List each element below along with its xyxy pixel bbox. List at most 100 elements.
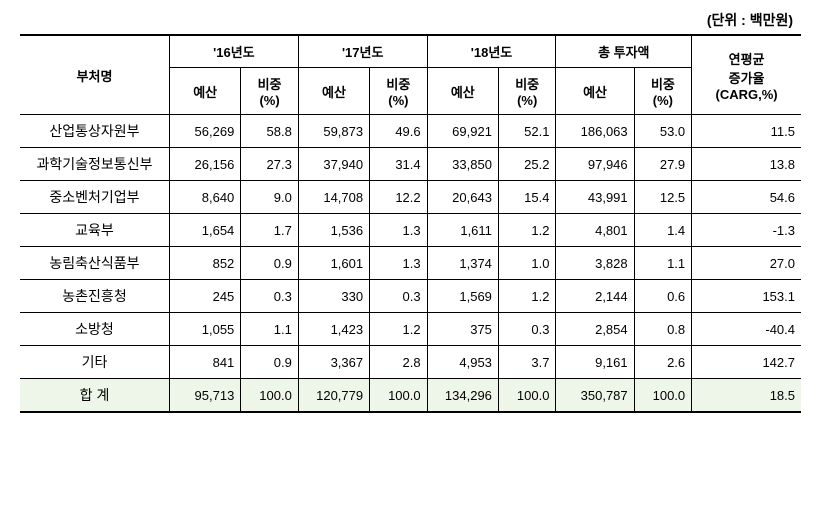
cell-dept: 중소벤처기업부 bbox=[20, 181, 170, 214]
cell-y18-budget: 4,953 bbox=[427, 346, 498, 379]
cell-total-ratio: 12.5 bbox=[634, 181, 692, 214]
ratio-l2: (%) bbox=[517, 93, 537, 108]
cell-carg: -1.3 bbox=[692, 214, 801, 247]
cell-y17-budget: 1,423 bbox=[298, 313, 369, 346]
cell-total-ratio: 53.0 bbox=[634, 115, 692, 148]
cell-y16-budget: 852 bbox=[170, 247, 241, 280]
ratio-l1: 비중 bbox=[515, 77, 539, 92]
cell-y16-ratio: 0.9 bbox=[241, 346, 299, 379]
unit-label: (단위 : 백만원) bbox=[20, 10, 801, 30]
cell-carg: -40.4 bbox=[692, 313, 801, 346]
cell-total-ratio: 100.0 bbox=[634, 379, 692, 413]
cell-total-ratio: 1.4 bbox=[634, 214, 692, 247]
th-y17: '17년도 bbox=[298, 35, 427, 68]
cell-carg: 153.1 bbox=[692, 280, 801, 313]
table-row: 농림축산식품부8520.91,6011.31,3741.03,8281.127.… bbox=[20, 247, 801, 280]
cell-y16-budget: 1,654 bbox=[170, 214, 241, 247]
table-row: 산업통상자원부56,26958.859,87349.669,92152.1186… bbox=[20, 115, 801, 148]
cell-total-budget: 2,854 bbox=[556, 313, 634, 346]
cell-dept: 합 계 bbox=[20, 379, 170, 413]
cell-y17-ratio: 31.4 bbox=[370, 148, 428, 181]
cell-y17-budget: 120,779 bbox=[298, 379, 369, 413]
cell-carg: 18.5 bbox=[692, 379, 801, 413]
cell-total-ratio: 27.9 bbox=[634, 148, 692, 181]
cell-total-ratio: 2.6 bbox=[634, 346, 692, 379]
cell-y17-budget: 1,601 bbox=[298, 247, 369, 280]
cell-y16-ratio: 100.0 bbox=[241, 379, 299, 413]
table-row-total: 합 계95,713100.0120,779100.0134,296100.035… bbox=[20, 379, 801, 413]
cell-carg: 27.0 bbox=[692, 247, 801, 280]
table-row: 과학기술정보통신부26,15627.337,94031.433,85025.29… bbox=[20, 148, 801, 181]
cell-y18-budget: 1,374 bbox=[427, 247, 498, 280]
cell-y18-budget: 20,643 bbox=[427, 181, 498, 214]
ratio-l1: 비중 bbox=[651, 77, 675, 92]
cell-y17-ratio: 49.6 bbox=[370, 115, 428, 148]
cell-y16-budget: 26,156 bbox=[170, 148, 241, 181]
cell-carg: 142.7 bbox=[692, 346, 801, 379]
cell-y18-ratio: 1.2 bbox=[498, 214, 556, 247]
cell-total-ratio: 1.1 bbox=[634, 247, 692, 280]
cell-y16-budget: 841 bbox=[170, 346, 241, 379]
cell-y16-ratio: 1.7 bbox=[241, 214, 299, 247]
cell-y17-budget: 330 bbox=[298, 280, 369, 313]
table-row: 기타8410.93,3672.84,9533.79,1612.6142.7 bbox=[20, 346, 801, 379]
cell-y18-budget: 33,850 bbox=[427, 148, 498, 181]
table-row: 교육부1,6541.71,5361.31,6111.24,8011.4-1.3 bbox=[20, 214, 801, 247]
cell-y16-ratio: 0.3 bbox=[241, 280, 299, 313]
ratio-l2: (%) bbox=[653, 93, 673, 108]
cell-total-budget: 350,787 bbox=[556, 379, 634, 413]
cell-y17-budget: 14,708 bbox=[298, 181, 369, 214]
th-y16-ratio: 비중(%) bbox=[241, 68, 299, 115]
cell-y16-ratio: 27.3 bbox=[241, 148, 299, 181]
cell-y16-ratio: 58.8 bbox=[241, 115, 299, 148]
cell-y16-ratio: 1.1 bbox=[241, 313, 299, 346]
cell-y17-budget: 1,536 bbox=[298, 214, 369, 247]
cell-y16-ratio: 9.0 bbox=[241, 181, 299, 214]
cell-y16-budget: 1,055 bbox=[170, 313, 241, 346]
ratio-l2: (%) bbox=[259, 93, 279, 108]
cell-y18-ratio: 3.7 bbox=[498, 346, 556, 379]
cell-y17-budget: 37,940 bbox=[298, 148, 369, 181]
th-y18-budget: 예산 bbox=[427, 68, 498, 115]
th-y18: '18년도 bbox=[427, 35, 556, 68]
cell-y18-ratio: 52.1 bbox=[498, 115, 556, 148]
cell-dept: 산업통상자원부 bbox=[20, 115, 170, 148]
th-carg-l2: 증가율 bbox=[729, 71, 765, 86]
cell-dept: 교육부 bbox=[20, 214, 170, 247]
th-total-ratio: 비중(%) bbox=[634, 68, 692, 115]
cell-carg: 13.8 bbox=[692, 148, 801, 181]
cell-dept: 소방청 bbox=[20, 313, 170, 346]
ratio-l1: 비중 bbox=[258, 77, 282, 92]
cell-y18-budget: 375 bbox=[427, 313, 498, 346]
th-dept: 부처명 bbox=[20, 35, 170, 115]
table-row: 중소벤처기업부8,6409.014,70812.220,64315.443,99… bbox=[20, 181, 801, 214]
cell-y18-ratio: 15.4 bbox=[498, 181, 556, 214]
cell-y16-ratio: 0.9 bbox=[241, 247, 299, 280]
cell-y18-ratio: 100.0 bbox=[498, 379, 556, 413]
cell-total-budget: 3,828 bbox=[556, 247, 634, 280]
cell-total-budget: 9,161 bbox=[556, 346, 634, 379]
cell-y16-budget: 8,640 bbox=[170, 181, 241, 214]
cell-y16-budget: 56,269 bbox=[170, 115, 241, 148]
cell-carg: 11.5 bbox=[692, 115, 801, 148]
th-carg-l3: (CARG,%) bbox=[716, 87, 778, 102]
cell-y18-ratio: 1.2 bbox=[498, 280, 556, 313]
cell-y16-budget: 245 bbox=[170, 280, 241, 313]
cell-y18-budget: 69,921 bbox=[427, 115, 498, 148]
cell-y18-ratio: 0.3 bbox=[498, 313, 556, 346]
th-y17-budget: 예산 bbox=[298, 68, 369, 115]
cell-y17-budget: 3,367 bbox=[298, 346, 369, 379]
th-y16: '16년도 bbox=[170, 35, 299, 68]
cell-y18-budget: 1,569 bbox=[427, 280, 498, 313]
th-y17-ratio: 비중(%) bbox=[370, 68, 428, 115]
th-total: 총 투자액 bbox=[556, 35, 692, 68]
cell-total-ratio: 0.6 bbox=[634, 280, 692, 313]
ratio-l1: 비중 bbox=[386, 77, 410, 92]
cell-dept: 농림축산식품부 bbox=[20, 247, 170, 280]
ratio-l2: (%) bbox=[388, 93, 408, 108]
cell-y18-ratio: 25.2 bbox=[498, 148, 556, 181]
th-y18-ratio: 비중(%) bbox=[498, 68, 556, 115]
table-row: 농촌진흥청2450.33300.31,5691.22,1440.6153.1 bbox=[20, 280, 801, 313]
th-carg-l1: 연평균 bbox=[729, 52, 765, 67]
cell-y17-ratio: 100.0 bbox=[370, 379, 428, 413]
